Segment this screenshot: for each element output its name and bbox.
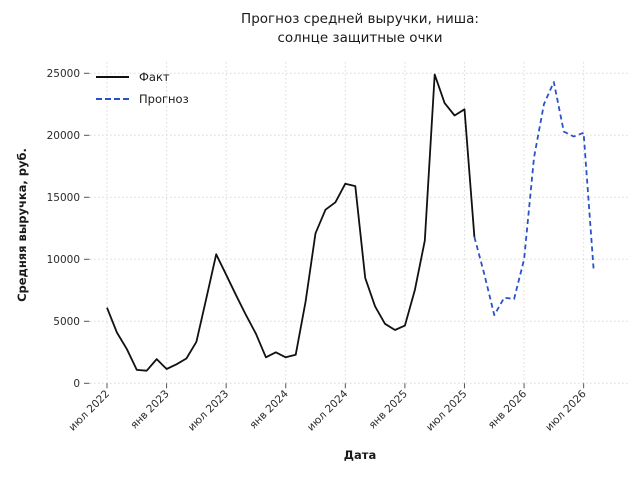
x-tick-label: янв 2023 xyxy=(128,388,171,431)
legend: Факт Прогноз xyxy=(96,66,189,110)
x-tick-label: июл 2024 xyxy=(305,388,351,434)
y-tick-label: 0 xyxy=(73,378,80,390)
forecast-line xyxy=(473,81,595,317)
x-tick-label: янв 2026 xyxy=(486,388,530,432)
x-tick-label: июл 2025 xyxy=(424,388,470,434)
y-tick-label: 5000 xyxy=(53,316,80,328)
chart-title-line-1: Прогноз средней выручки, ниша: xyxy=(241,11,479,27)
x-tick-label: янв 2024 xyxy=(247,388,291,432)
x-tick-label: июл 2023 xyxy=(186,388,232,434)
x-tick-label: июл 2022 xyxy=(67,388,113,434)
x-tick-label: июл 2026 xyxy=(543,388,589,434)
legend-label-fact: Факт xyxy=(139,70,170,84)
legend-label-forecast: Прогноз xyxy=(139,92,189,106)
y-tick-label: 10000 xyxy=(47,254,80,266)
forecast-line-sample-icon xyxy=(96,98,129,100)
fact-line xyxy=(106,73,476,372)
x-axis-label: Дата xyxy=(343,448,377,462)
fact-line-sample-icon xyxy=(96,76,129,78)
y-tick-label: 15000 xyxy=(47,192,80,204)
y-tick-label: 20000 xyxy=(47,130,80,142)
chart-title-line-2: солнце защитные очки xyxy=(277,30,443,46)
chart-title: Прогноз средней выручки, ниша: солнце за… xyxy=(90,10,630,48)
y-axis-label: Средняя выручка, руб. xyxy=(15,148,29,302)
legend-item-fact: Факт xyxy=(96,66,189,88)
y-tick-label: 25000 xyxy=(47,68,80,80)
legend-item-forecast: Прогноз xyxy=(96,88,189,110)
x-tick-label: янв 2025 xyxy=(367,388,410,431)
